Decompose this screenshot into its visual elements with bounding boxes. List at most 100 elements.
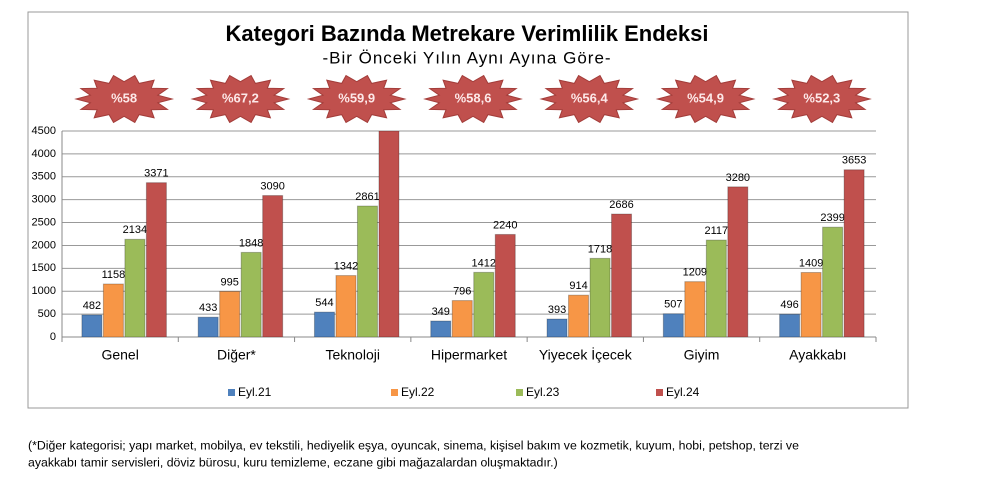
bar	[356, 205, 378, 337]
badge-label: %58,6	[455, 90, 492, 105]
x-tick-label: Giyim	[684, 347, 720, 363]
bar	[662, 313, 684, 337]
value-label: 3280	[726, 172, 750, 184]
bar	[589, 257, 611, 337]
badge-label: %52,3	[803, 90, 840, 105]
y-tick-label: 3000	[32, 194, 56, 206]
value-label: 995	[220, 276, 238, 288]
y-tick-label: 4500	[32, 125, 56, 137]
x-tick-label: Teknoloji	[325, 347, 379, 363]
bar	[684, 281, 706, 337]
bar	[822, 226, 844, 337]
bar	[430, 320, 452, 337]
y-tick-label: 2500	[32, 216, 56, 228]
value-label: 3090	[260, 180, 284, 192]
y-tick-label: 3500	[32, 171, 56, 183]
value-label: 433	[199, 302, 217, 314]
chart-title: Kategori Bazında Metrekare Verimlilik En…	[226, 21, 709, 46]
legend-swatch	[228, 389, 235, 396]
value-label: 393	[548, 304, 566, 316]
badge-label: %67,2	[222, 90, 259, 105]
value-label: 1209	[683, 267, 707, 279]
y-tick-label: 0	[50, 331, 56, 343]
legend-label: Eyl.23	[526, 385, 560, 399]
chart-frame	[27, 11, 909, 409]
bar	[102, 283, 124, 337]
bar	[262, 195, 284, 337]
y-tick-label: 1000	[32, 285, 56, 297]
bar	[800, 271, 822, 337]
value-label: 3371	[144, 168, 168, 180]
badge-star	[771, 74, 872, 124]
legend-swatch	[391, 389, 398, 396]
value-label: 2861	[355, 191, 379, 203]
value-label: 1718	[588, 243, 612, 255]
value-label: 482	[83, 300, 101, 312]
bar	[219, 290, 241, 337]
legend-label: Eyl.21	[238, 385, 272, 399]
bar	[843, 169, 865, 337]
bar	[705, 239, 727, 337]
badge-star	[655, 74, 756, 124]
x-tick-label: Genel	[101, 347, 138, 363]
value-label: 2117	[704, 225, 728, 237]
bar	[546, 318, 568, 337]
value-label: 796	[453, 285, 471, 297]
bar	[81, 314, 103, 337]
badge-label: %59,9	[338, 90, 375, 105]
value-label: 349	[432, 306, 450, 318]
badge-star	[306, 74, 407, 124]
badge-star	[539, 74, 640, 124]
bar	[378, 131, 400, 337]
value-label: 914	[569, 280, 587, 292]
legend-swatch	[516, 389, 523, 396]
value-label: 544	[315, 297, 333, 309]
legend-label: Eyl.22	[401, 385, 435, 399]
value-label: 496	[780, 299, 798, 311]
bar	[473, 271, 495, 337]
bar	[313, 311, 335, 337]
legend-label: Eyl.24	[666, 385, 700, 399]
value-label: 507	[664, 299, 682, 311]
badge-label: %58	[111, 90, 137, 105]
bar	[197, 316, 219, 337]
bar	[494, 233, 516, 337]
bar	[779, 313, 801, 337]
x-tick-label: Diğer*	[217, 347, 256, 363]
badge-label: %54,9	[687, 90, 724, 105]
badge-star	[74, 74, 175, 124]
x-tick-label: Hipermarket	[431, 347, 507, 363]
x-tick-label: Yiyecek İçecek	[539, 346, 633, 363]
badge-star	[423, 74, 523, 124]
y-tick-label: 1500	[32, 262, 56, 274]
y-tick-label: 4000	[32, 148, 56, 160]
value-label: 2399	[820, 212, 844, 224]
chart-subtitle: -Bir Önceki Yılın Aynı Ayına Göre-	[322, 48, 611, 67]
footnote: (*Diğer kategorisi; yapı market, mobilya…	[28, 438, 799, 452]
x-tick-label: Ayakkabı	[789, 347, 846, 363]
y-tick-label: 2000	[32, 239, 56, 251]
bar	[451, 300, 473, 337]
badge-label: %56,4	[571, 90, 609, 105]
value-label: 2134	[123, 224, 147, 236]
legend-swatch	[656, 389, 663, 396]
bar	[240, 251, 262, 337]
value-label: 2686	[609, 199, 633, 211]
bar	[124, 238, 146, 337]
bar	[727, 186, 749, 337]
value-label: 1342	[334, 260, 358, 272]
value-label: 1409	[799, 257, 823, 269]
y-tick-label: 500	[38, 308, 56, 320]
value-label: 1848	[239, 237, 263, 249]
value-label: 2240	[493, 219, 517, 231]
badge-star	[190, 74, 291, 124]
value-label: 1158	[102, 269, 126, 281]
bar	[568, 294, 590, 337]
footnote: ayakkabı tamir servisleri, döviz bürosu,…	[28, 455, 558, 469]
value-label: 3653	[842, 155, 866, 167]
bar	[611, 213, 633, 337]
bar	[145, 182, 167, 337]
bar	[335, 275, 357, 337]
